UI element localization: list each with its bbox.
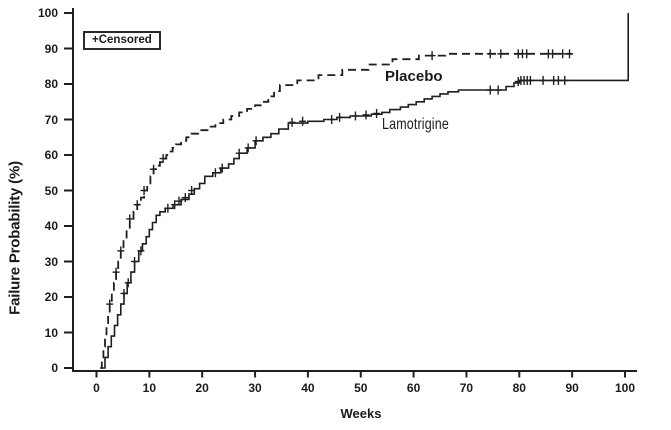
x-tick-label: 40 (301, 381, 315, 395)
lamotrigine-curve-label: Lamotrigine (382, 116, 449, 133)
y-tick-label: 80 (44, 77, 58, 91)
x-tick-label: 90 (565, 381, 579, 395)
lamotrigine-curve (101, 13, 629, 369)
x-tick-label: 100 (614, 381, 636, 395)
x-tick-label: 80 (512, 381, 526, 395)
censored-legend: +Censored (83, 31, 161, 50)
censored-legend-label: +Censored (92, 34, 152, 46)
y-tick-label: 60 (44, 148, 58, 162)
x-tick-label: 70 (459, 381, 474, 395)
x-tick-label: 60 (406, 381, 421, 395)
y-tick-label: 70 (44, 112, 58, 127)
y-tick-label: 40 (44, 219, 58, 233)
y-axis-title: Failure Probability (%) (6, 161, 24, 315)
y-tick-label: 90 (44, 41, 58, 56)
x-tick-label: 30 (248, 381, 262, 395)
y-tick-label: 30 (44, 254, 58, 269)
x-axis-title: Weeks (340, 406, 382, 421)
x-tick-label: 0 (93, 381, 100, 395)
y-tick-label: 0 (51, 361, 58, 375)
y-tick-label: 100 (37, 6, 58, 20)
x-tick-label: 20 (195, 381, 209, 395)
y-tick-label: 50 (44, 183, 58, 198)
placebo-curve (100, 52, 573, 369)
placebo-curve-label: Placebo (385, 68, 443, 85)
y-tick-label: 10 (44, 325, 58, 340)
x-tick-label: 50 (354, 381, 368, 395)
y-tick-label: 20 (44, 290, 58, 304)
x-tick-label: 10 (142, 381, 157, 395)
